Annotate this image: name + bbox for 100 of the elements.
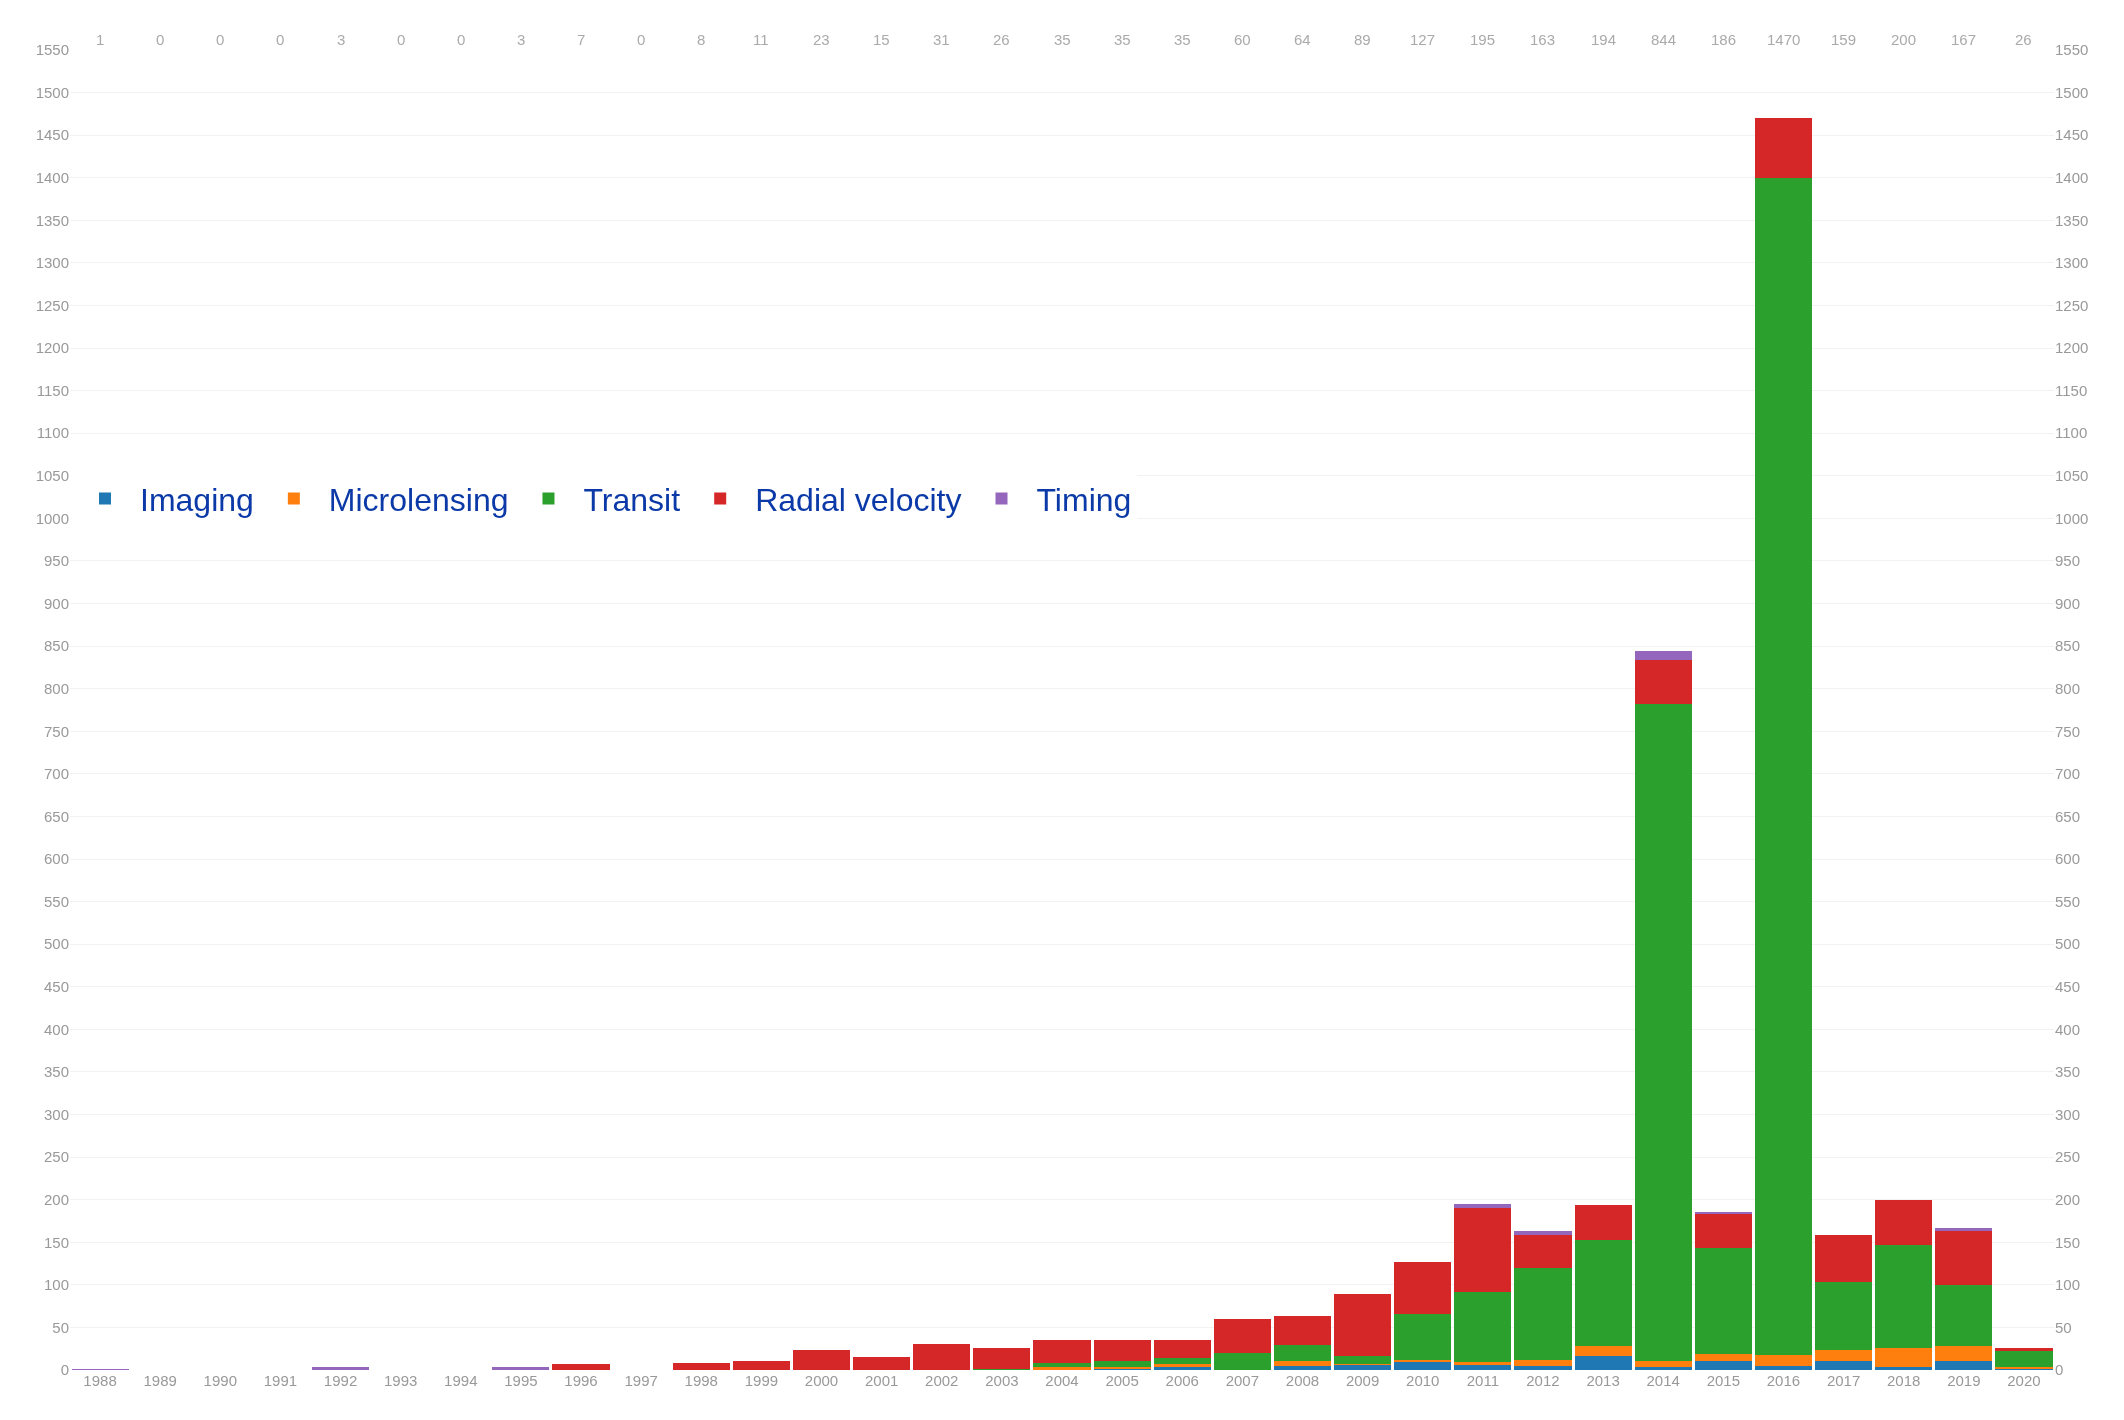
bar — [1273, 1315, 1332, 1346]
bar — [913, 1343, 971, 1370]
y-tick-label: 1350 — [35, 211, 69, 229]
bar — [1815, 1234, 1873, 1283]
bar — [1694, 1353, 1752, 1361]
y-tick-label: 50 — [52, 1318, 69, 1336]
x-tick-label: 1992 — [323, 1372, 358, 1389]
x-tick-label: 1990 — [203, 1372, 237, 1389]
text: 7 — [577, 31, 586, 48]
y-tick-label: 900 — [43, 594, 69, 612]
x-tick-label: 2019 — [1947, 1372, 1981, 1389]
text: 3 — [517, 31, 526, 48]
y-tick-label: 1200 — [35, 339, 69, 357]
bar — [1815, 1349, 1873, 1361]
bar — [1514, 1267, 1572, 1360]
bar — [1875, 1367, 1933, 1370]
bar — [1815, 1282, 1873, 1350]
x-tick-label: 1999 — [744, 1372, 779, 1389]
x-tick-label: 2011 — [1466, 1372, 1499, 1389]
bar — [1574, 1355, 1632, 1370]
bar — [552, 1364, 610, 1370]
text: 1 — [96, 31, 105, 48]
y2-tick-label: 650 — [2055, 807, 2081, 825]
y2-tick-label: 100 — [2055, 1276, 2081, 1294]
y2-tick-label: 1000 — [2055, 509, 2089, 527]
bar — [1815, 1360, 1873, 1370]
bar — [1273, 1360, 1332, 1366]
bar — [1935, 1346, 1993, 1361]
x-tick-label: 1991 — [263, 1372, 298, 1389]
bar — [1033, 1367, 1091, 1370]
y2-tick-label: 1450 — [2055, 126, 2089, 144]
y-tick-label: 800 — [43, 679, 69, 697]
y2-tick-label: 50 — [2055, 1318, 2072, 1336]
x-tick-label: 1995 — [504, 1372, 538, 1389]
x-tick-label: 1989 — [143, 1372, 177, 1389]
x-tick-label: 2004 — [1045, 1372, 1079, 1389]
bar — [1454, 1362, 1512, 1365]
legend-label: Transit — [583, 482, 681, 519]
text: 15 — [873, 31, 890, 48]
x-tick-label: 2002 — [925, 1372, 959, 1389]
y-tick-label: 0 — [60, 1361, 69, 1379]
y2-tick-label: 1300 — [2055, 254, 2089, 272]
y2-tick-label: 750 — [2055, 722, 2081, 740]
text: 35 — [1054, 31, 1071, 48]
bar — [1634, 651, 1692, 660]
text: 200 — [1891, 31, 1917, 48]
y-tick-label: 550 — [43, 892, 69, 910]
bar — [1033, 1363, 1091, 1368]
text: 35 — [1114, 31, 1131, 48]
x-tick-label: 2008 — [1285, 1372, 1320, 1389]
bar — [1634, 704, 1692, 1361]
text: 89 — [1354, 31, 1371, 48]
bar — [311, 1367, 370, 1370]
y2-tick-label: 700 — [2055, 765, 2081, 783]
text: 26 — [993, 31, 1010, 48]
bar — [1754, 118, 1813, 178]
text: 1470 — [1767, 31, 1801, 48]
text: 0 — [457, 31, 466, 48]
bar — [1334, 1355, 1392, 1365]
y-tick-label: 100 — [43, 1276, 69, 1294]
bar — [1694, 1248, 1752, 1354]
y2-tick-label: 550 — [2055, 892, 2081, 910]
x-tick-label: 2017 — [1826, 1372, 1861, 1389]
bar — [1875, 1244, 1933, 1348]
legend-label: Timing — [1036, 482, 1132, 519]
y2-tick-label: 400 — [2055, 1020, 2081, 1038]
y-tick-label: 1050 — [35, 467, 69, 485]
text: 8 — [697, 31, 706, 48]
text: 194 — [1591, 31, 1617, 48]
text: 163 — [1530, 31, 1556, 48]
bar — [973, 1347, 1031, 1370]
bar — [1033, 1340, 1091, 1364]
y-tick-label: 200 — [43, 1190, 69, 1208]
y-tick-label: 150 — [43, 1233, 69, 1251]
bar — [1394, 1359, 1452, 1362]
bar — [1875, 1199, 1933, 1245]
x-tick-label: 2003 — [985, 1372, 1019, 1389]
x-tick-label: 2020 — [2007, 1372, 2041, 1389]
y2-tick-label: 1200 — [2055, 339, 2089, 357]
y-tick-label: 750 — [43, 722, 69, 740]
y-tick-label: 500 — [43, 935, 69, 953]
text: 31 — [933, 31, 950, 48]
x-tick-label: 1996 — [564, 1372, 598, 1389]
text: 195 — [1470, 31, 1496, 48]
text: 159 — [1831, 31, 1857, 48]
y2-tick-label: 1550 — [2055, 41, 2089, 59]
text: 60 — [1234, 31, 1251, 48]
bar — [1754, 177, 1813, 1355]
x-tick-label: 2000 — [804, 1372, 839, 1389]
x-tick-label: 2018 — [1887, 1372, 1921, 1389]
x-tick-label: 2015 — [1706, 1372, 1741, 1389]
y-tick-label: 1550 — [35, 41, 69, 59]
text: 167 — [1951, 31, 1977, 48]
y-tick-label: 400 — [43, 1020, 69, 1038]
y-tick-label: 600 — [43, 850, 69, 868]
y-tick-label: 450 — [43, 978, 69, 996]
y2-tick-label: 300 — [2055, 1105, 2081, 1123]
y2-tick-label: 1050 — [2055, 467, 2089, 485]
bar — [732, 1360, 790, 1370]
y2-tick-label: 450 — [2055, 978, 2081, 996]
